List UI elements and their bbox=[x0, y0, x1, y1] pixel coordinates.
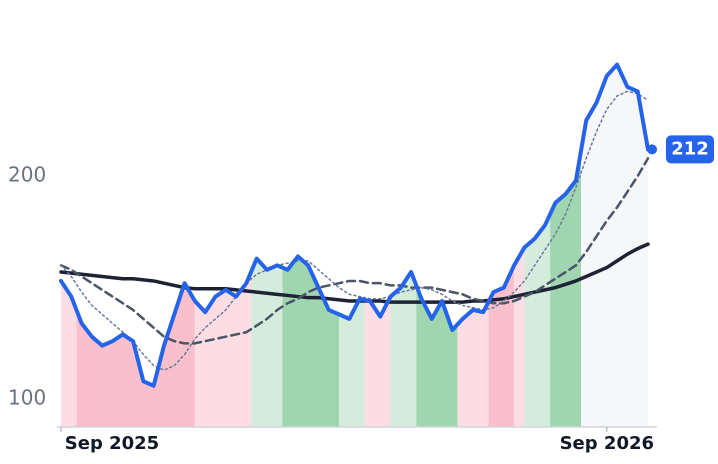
regime-band bbox=[76, 64, 195, 427]
moving-average bbox=[59, 242, 650, 304]
bands bbox=[61, 64, 648, 427]
regime-band bbox=[390, 64, 417, 427]
regime-band bbox=[194, 64, 252, 427]
moving-average bbox=[59, 157, 650, 345]
regime-band bbox=[251, 64, 283, 427]
regime-band bbox=[339, 64, 365, 427]
y-tick-label: 200 bbox=[8, 163, 46, 187]
regime-band bbox=[514, 64, 525, 427]
regime-band bbox=[581, 64, 648, 427]
value-label: 212 bbox=[671, 138, 709, 159]
moving-average bbox=[60, 90, 649, 371]
regime-band bbox=[488, 64, 515, 427]
y-tick-label: 100 bbox=[8, 386, 46, 410]
x-tick-label: Sep 2026 bbox=[560, 433, 654, 454]
regime-band bbox=[457, 64, 489, 427]
regime-band bbox=[364, 64, 391, 427]
value-badge bbox=[666, 135, 714, 164]
regime-band bbox=[282, 64, 340, 427]
last-point bbox=[647, 144, 657, 155]
x-tick-label: Sep 2025 bbox=[65, 433, 159, 454]
regime-band bbox=[524, 64, 551, 427]
regime-band bbox=[416, 64, 458, 427]
regime-band bbox=[61, 64, 77, 427]
price-line bbox=[59, 62, 650, 388]
